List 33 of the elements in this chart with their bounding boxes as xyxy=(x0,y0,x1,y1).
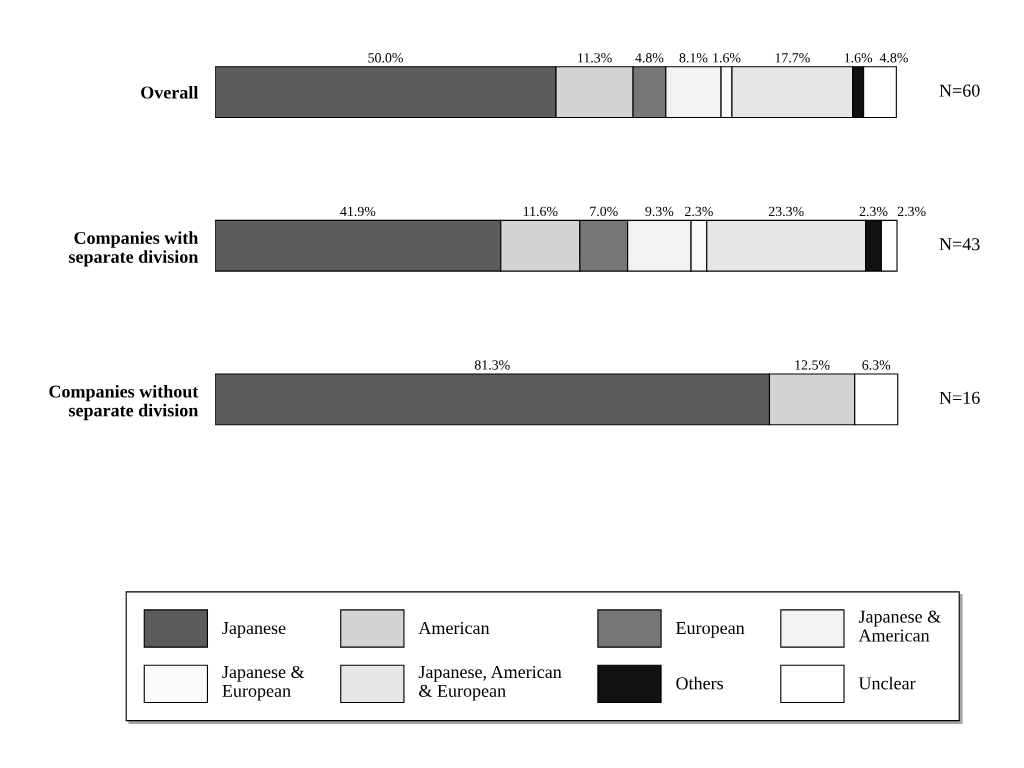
y-tick-label: Companies with separate division xyxy=(69,231,199,267)
data-label: 2.3% xyxy=(897,206,926,217)
data-label: 81.3% xyxy=(474,360,510,370)
data-label: 11.6% xyxy=(523,206,558,217)
data-label: 4.8% xyxy=(879,53,908,63)
legend-label: Unclear xyxy=(858,676,916,690)
data-label: 2.3% xyxy=(859,206,888,217)
data-label: 50.0% xyxy=(368,53,403,63)
y-tick-label: Overall xyxy=(141,85,199,99)
data-label: 7.0% xyxy=(590,206,618,217)
legend-label: American xyxy=(418,621,490,635)
y-tick-label: Companies without separate division xyxy=(49,384,199,421)
data-label: 23.3% xyxy=(768,206,804,217)
legend-label: Japanese & European xyxy=(222,665,305,701)
data-label: 9.3% xyxy=(645,206,674,217)
data-label: 1.6% xyxy=(844,53,873,63)
legend-label: European xyxy=(676,622,745,638)
legend-label: Others xyxy=(676,676,723,690)
text: N=16 xyxy=(939,391,980,404)
legend-label: Japanese & American xyxy=(858,610,941,642)
data-label: 6.3% xyxy=(862,360,891,370)
data-label: 41.9% xyxy=(340,206,376,217)
data-label: 17.7% xyxy=(775,53,810,63)
data-label: 8.1% xyxy=(679,53,708,63)
legend-label: Japanese xyxy=(222,622,286,638)
data-label: 1.6% xyxy=(713,53,741,63)
data-label: 4.8% xyxy=(635,53,664,63)
data-label: 11.3% xyxy=(578,53,612,63)
text: N=60 xyxy=(939,84,980,97)
data-label: 12.5% xyxy=(795,360,830,370)
legend-label: Japanese, American & European xyxy=(418,665,562,701)
data-label: 2.3% xyxy=(685,206,713,217)
text: N=43 xyxy=(939,238,980,251)
